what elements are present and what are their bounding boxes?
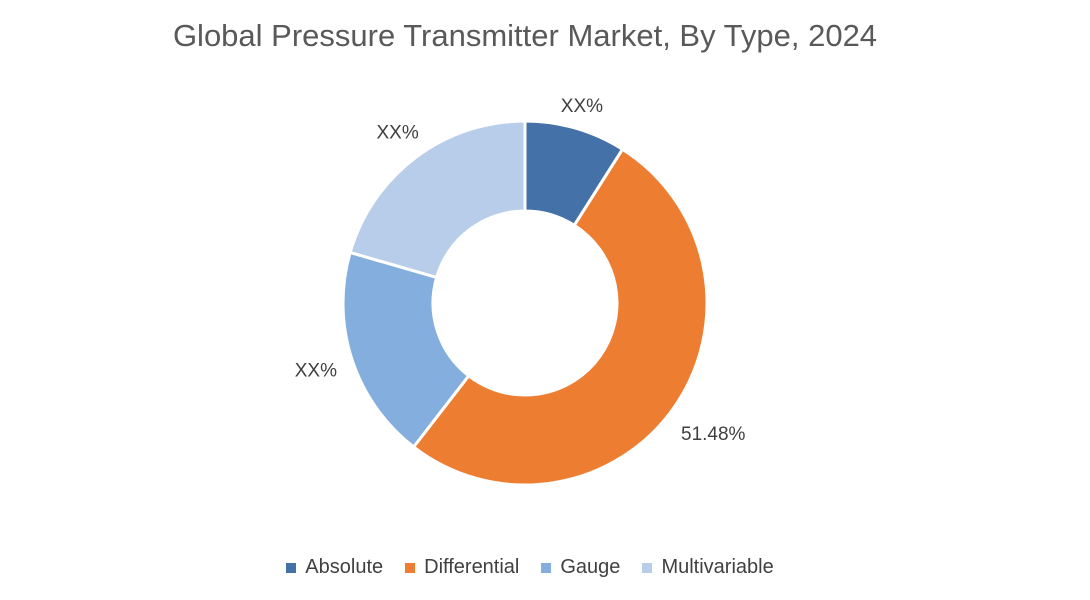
slice-gauge[interactable]	[341, 250, 471, 450]
slice-differential[interactable]	[411, 147, 709, 487]
data-label-absolute: XX%	[561, 96, 603, 117]
legend-label-absolute: Absolute	[305, 556, 384, 578]
legend-label-differential: Differential	[424, 556, 520, 578]
legend-swatch-absolute	[286, 562, 297, 573]
chart-title: Global Pressure Transmitter Market, By T…	[172, 18, 878, 53]
data-label-gauge: XX%	[295, 360, 337, 381]
legend-label-multivariable: Multivariable	[661, 556, 774, 578]
legend-item-gauge[interactable]: Gauge	[541, 556, 620, 579]
legend-item-absolute[interactable]: Absolute	[286, 556, 383, 579]
slice-multivariable[interactable]	[348, 119, 527, 280]
legend-swatch-gauge	[541, 562, 552, 573]
chart-legend: Absolute Differential Gauge Multivariabl…	[0, 556, 1060, 579]
data-label-differential: 51.48%	[681, 424, 746, 445]
legend-item-differential[interactable]: Differential	[405, 556, 519, 579]
data-label-multivariable: XX%	[376, 123, 418, 144]
legend-swatch-differential	[405, 562, 416, 573]
legend-label-gauge: Gauge	[560, 556, 621, 578]
legend-item-multivariable[interactable]: Multivariable	[642, 556, 774, 579]
legend-swatch-multivariable	[642, 562, 653, 573]
